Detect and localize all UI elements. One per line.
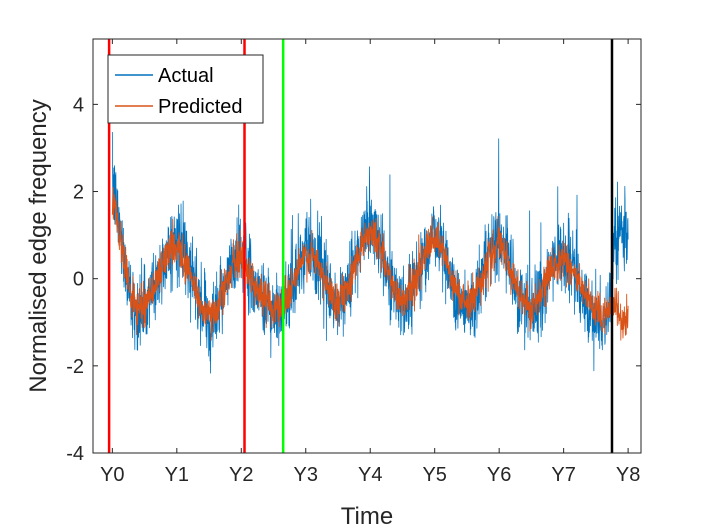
x-tick-label: Y8 (616, 464, 640, 486)
legend: Actual Predicted (107, 54, 264, 124)
y-tick-label: -2 (66, 356, 84, 378)
x-tick-label: Y2 (229, 464, 253, 486)
y-tick-label: 0 (73, 269, 84, 291)
y-axis-label: Normalised edge frequency (25, 99, 52, 393)
x-axis-label: Time (341, 503, 393, 530)
legend-label-actual: Actual (158, 65, 214, 87)
y-tick-label: 4 (73, 94, 84, 116)
x-tick-label: Y3 (294, 464, 318, 486)
series-layer (111, 132, 629, 374)
x-tick-label: Y1 (165, 464, 189, 486)
legend-label-predicted: Predicted (158, 96, 243, 118)
y-tick-label: 2 (73, 182, 84, 204)
x-tick-label: Y6 (487, 464, 511, 486)
legend-box (107, 54, 264, 124)
x-axis: Y0 Y1 Y2 Y3 Y4 Y5 Y6 Y7 Y8 (100, 39, 640, 486)
x-tick-label: Y0 (100, 464, 124, 486)
series-predicted (111, 187, 629, 341)
x-tick-label: Y4 (358, 464, 382, 486)
axes-box (92, 38, 642, 454)
y-axis: -4 -2 0 2 4 (66, 94, 641, 465)
x-tick-label: Y7 (551, 464, 575, 486)
y-tick-label: -4 (66, 443, 84, 465)
x-tick-label: Y5 (422, 464, 446, 486)
